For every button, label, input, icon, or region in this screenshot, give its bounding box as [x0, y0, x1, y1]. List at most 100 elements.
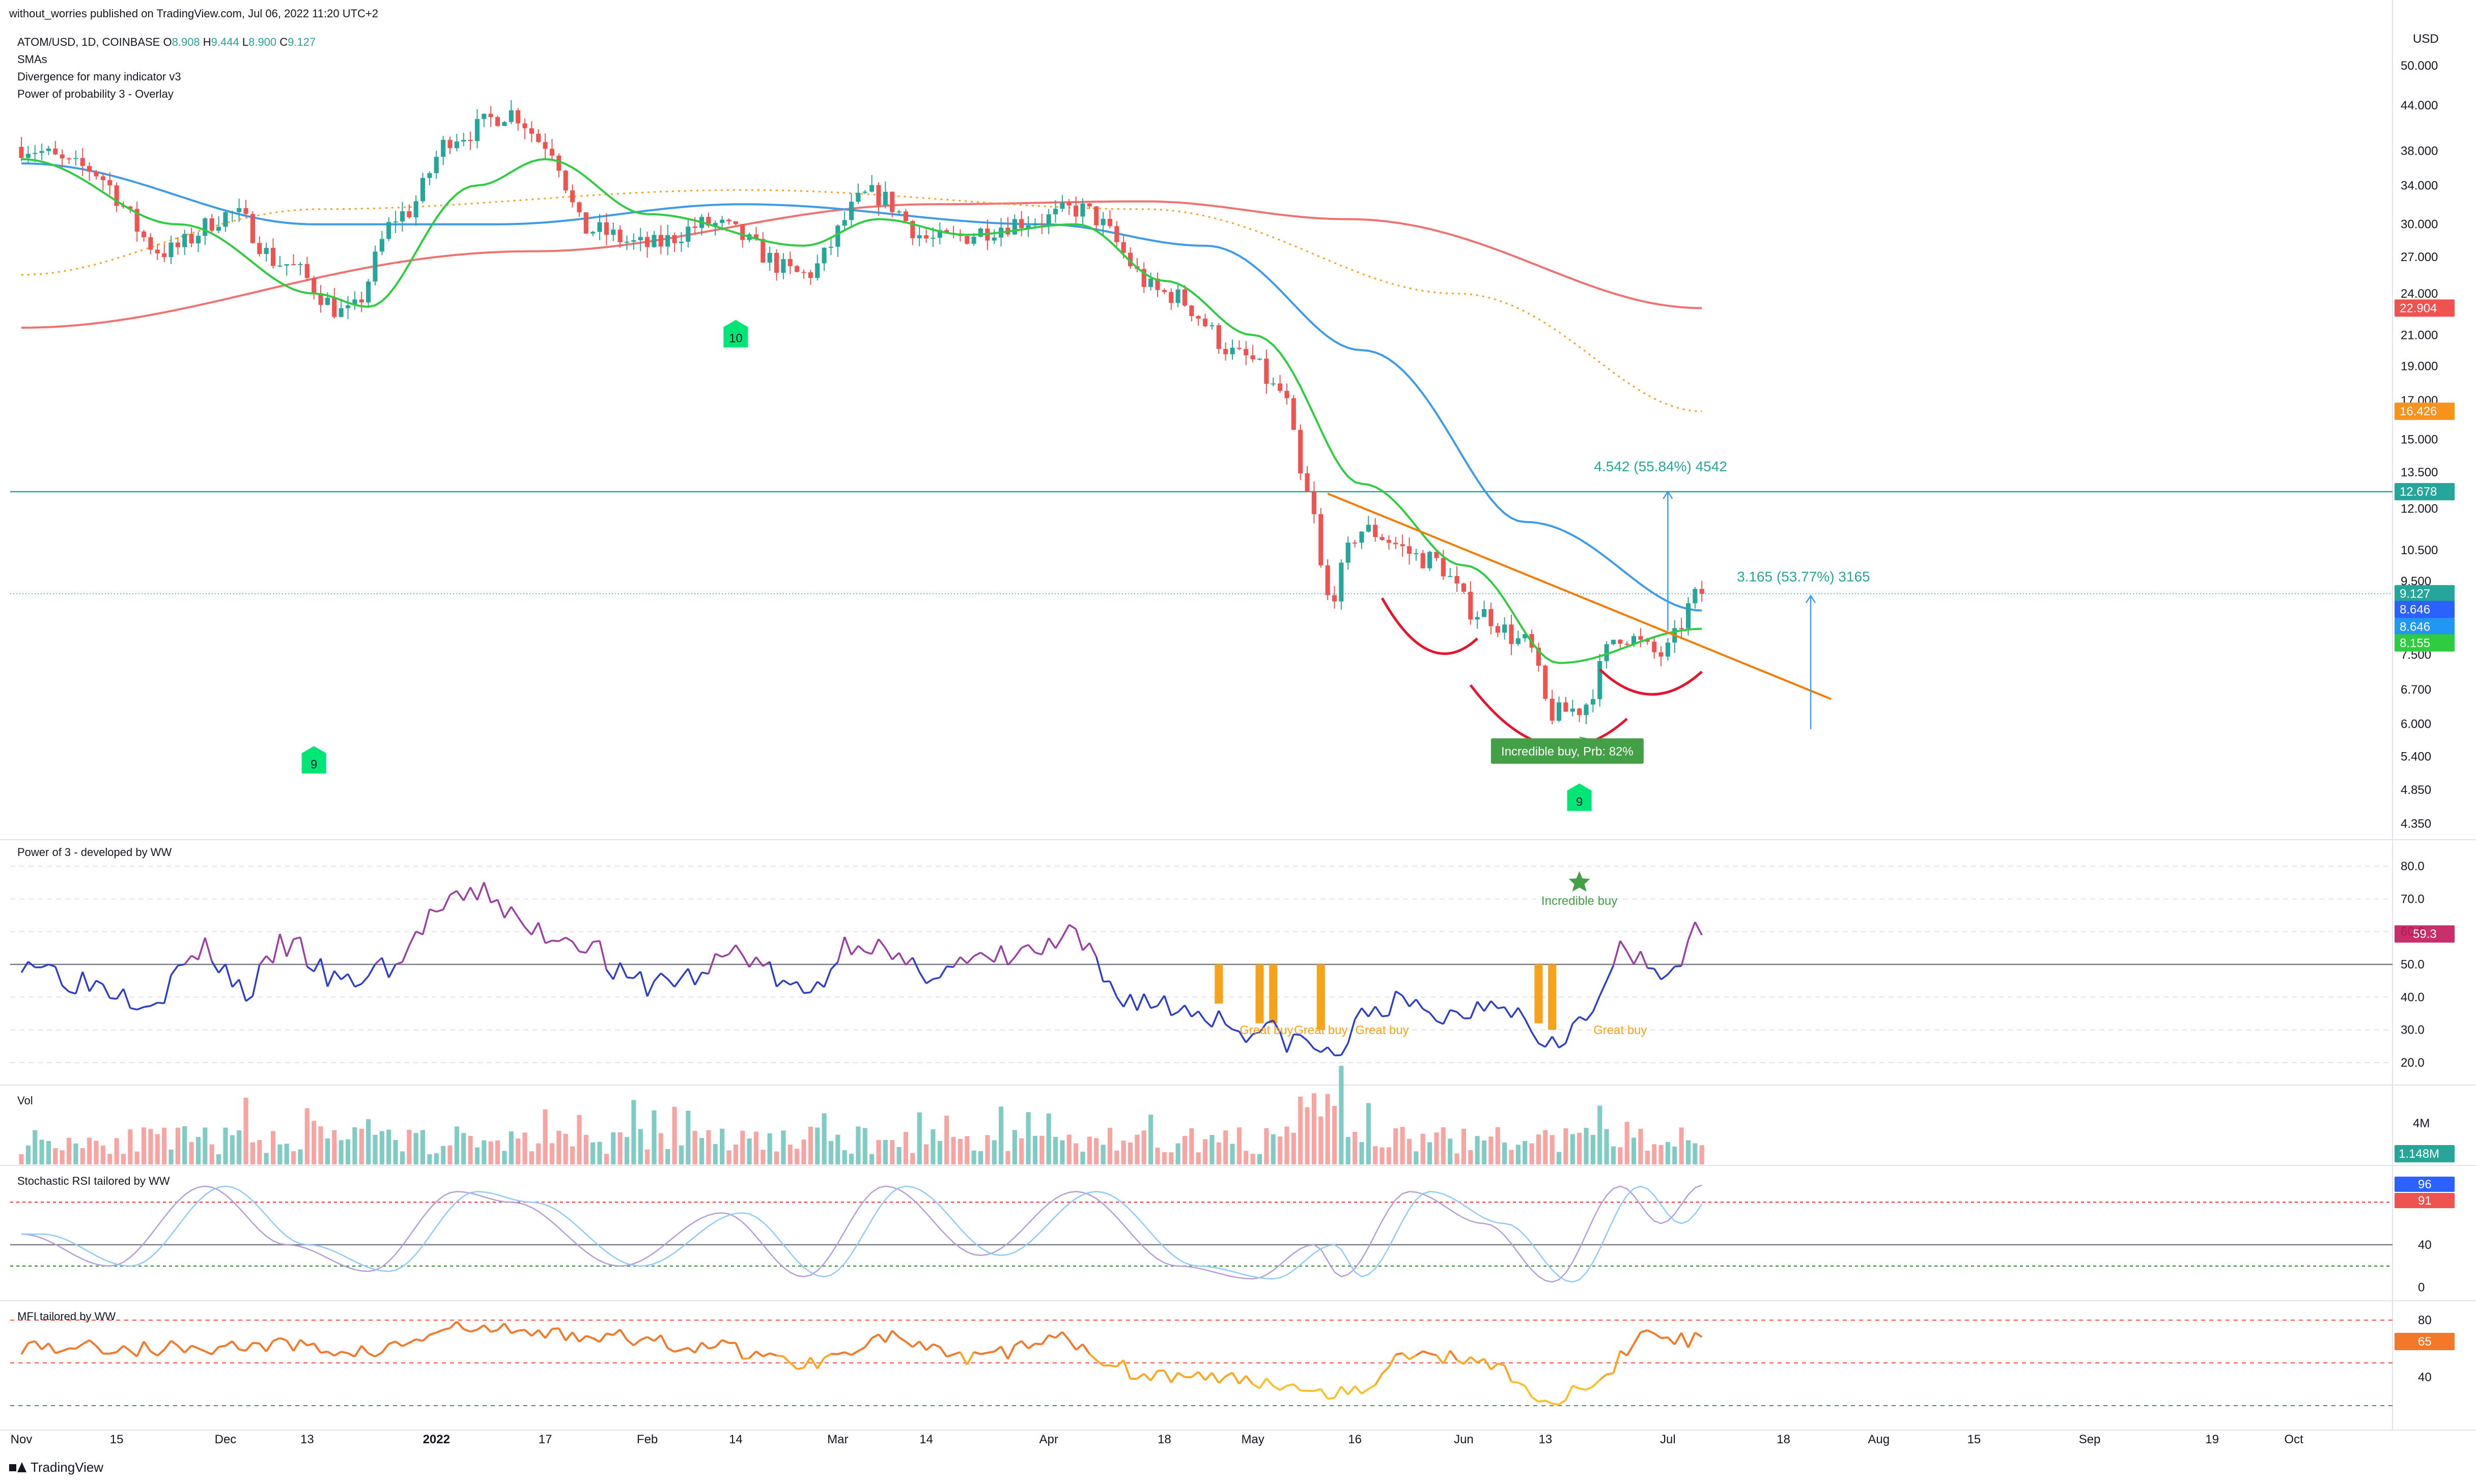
power3-line [1027, 944, 1036, 953]
mfi-line [518, 1329, 525, 1332]
volume-bar [1488, 1136, 1494, 1164]
volume-bar [203, 1127, 208, 1164]
power3-line [1197, 1010, 1206, 1022]
volume-bar [747, 1138, 752, 1164]
mfi-line [578, 1335, 587, 1343]
power3-line [1245, 1033, 1254, 1043]
volume-last-label: 1.148M [2399, 1147, 2439, 1161]
power3-line [748, 956, 757, 968]
power3-line [796, 981, 805, 994]
candle-body [740, 224, 745, 240]
mfi-line [177, 1345, 186, 1354]
volume-bar [482, 1140, 487, 1164]
indicator-legend-2[interactable]: Power of probability 3 - Overlay [17, 88, 174, 100]
x-tick-label: Dec [215, 1433, 237, 1446]
stoch-k-label: 96 [2418, 1178, 2432, 1191]
volume-bar [400, 1151, 405, 1164]
mfi-line [1606, 1372, 1614, 1376]
candle-body [1543, 666, 1548, 699]
mfi-line [47, 1343, 57, 1354]
volume-bar [1509, 1150, 1514, 1164]
mfi-line [483, 1324, 492, 1333]
power3-line [694, 972, 703, 986]
mfi-line [1599, 1374, 1608, 1381]
indicator-legend-0[interactable]: SMAs [17, 53, 47, 66]
volume-bar [1039, 1135, 1045, 1164]
mfi-line [163, 1340, 172, 1351]
volume-bar [516, 1138, 521, 1164]
pane-title-volume[interactable]: Vol [17, 1094, 33, 1107]
candle-body [461, 139, 466, 142]
candle-body [924, 235, 929, 239]
pane-title-stoch[interactable]: Stochastic RSI tailored by WW [17, 1175, 170, 1187]
power3-tick: 40.0 [2401, 990, 2425, 1004]
indicator-legend-1[interactable]: Divergence for many indicator v3 [17, 70, 181, 83]
power3-tick: 30.0 [2401, 1023, 2425, 1037]
volume-bar [692, 1131, 697, 1164]
power3-line [776, 979, 784, 988]
volume-bar [978, 1151, 983, 1164]
candle-body [1114, 226, 1119, 242]
mfi-line [748, 1350, 757, 1359]
power3-line [1279, 1032, 1288, 1053]
x-tick-label: 14 [729, 1433, 743, 1446]
power3-great-label: Great buy [1294, 1023, 1347, 1037]
price-tag [2395, 634, 2455, 652]
candle-body [1495, 626, 1500, 633]
candle-body [318, 293, 323, 305]
power3-line [170, 965, 179, 976]
candle-body [787, 259, 793, 266]
candle-body [876, 185, 881, 206]
candle-body [978, 229, 983, 237]
mfi-line [1082, 1344, 1090, 1355]
power3-tick: 70.0 [2401, 892, 2425, 906]
mfi-line [1633, 1331, 1642, 1345]
mfi-line [1409, 1354, 1417, 1360]
pane-title-mfi[interactable]: MFI tailored by WW [17, 1310, 116, 1323]
x-tick-label: 19 [2205, 1433, 2219, 1446]
volume-bar [264, 1153, 269, 1164]
candle-body [1386, 539, 1391, 543]
pane-title-power3[interactable]: Power of 3 - developed by WW [17, 846, 172, 859]
volume-bar [1359, 1142, 1364, 1164]
volume-bar [332, 1130, 337, 1164]
power3-great-label: Great buy [1355, 1023, 1409, 1037]
volume-bar [1529, 1143, 1534, 1164]
mfi-line [89, 1339, 97, 1347]
mfi-line [347, 1352, 355, 1358]
power3-line [1442, 1009, 1451, 1024]
candle-body [1169, 292, 1174, 303]
volume-bar [1550, 1135, 1555, 1164]
mfi-line [681, 1347, 689, 1351]
mfi-line [1647, 1329, 1655, 1335]
mfi-line [1640, 1329, 1648, 1333]
volume-bar [304, 1108, 310, 1164]
candle-body [1223, 349, 1228, 355]
power3-line [878, 938, 886, 949]
candle-body [243, 208, 248, 214]
volume-bar [862, 1128, 867, 1164]
candle-body [842, 220, 847, 226]
volume-bar [87, 1137, 92, 1164]
mfi-line [809, 1357, 819, 1369]
mfi-line [1388, 1354, 1397, 1367]
price-tag [2395, 618, 2455, 636]
mfi-line [252, 1342, 260, 1345]
volume-bar [652, 1110, 657, 1164]
y-tick-label: 6.700 [2401, 683, 2431, 697]
sma-short-line [21, 158, 1702, 664]
volume-bar [686, 1110, 691, 1164]
candle-body [1353, 543, 1358, 544]
volume-bar [114, 1138, 119, 1164]
volume-bar [1638, 1129, 1643, 1164]
power3-line [1476, 1001, 1485, 1012]
volume-bar [924, 1144, 929, 1164]
tradingview-brand[interactable]: TradingView [9, 1460, 103, 1475]
candle-body [638, 237, 643, 240]
volume-bar [1353, 1131, 1358, 1164]
power3-line [483, 882, 492, 903]
power3-line [1252, 1032, 1260, 1035]
volume-bar [1182, 1136, 1188, 1164]
mfi-line [884, 1330, 893, 1343]
